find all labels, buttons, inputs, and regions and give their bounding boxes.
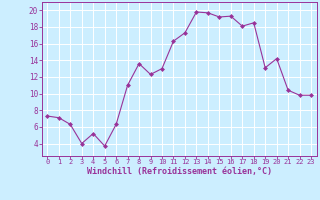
- X-axis label: Windchill (Refroidissement éolien,°C): Windchill (Refroidissement éolien,°C): [87, 167, 272, 176]
